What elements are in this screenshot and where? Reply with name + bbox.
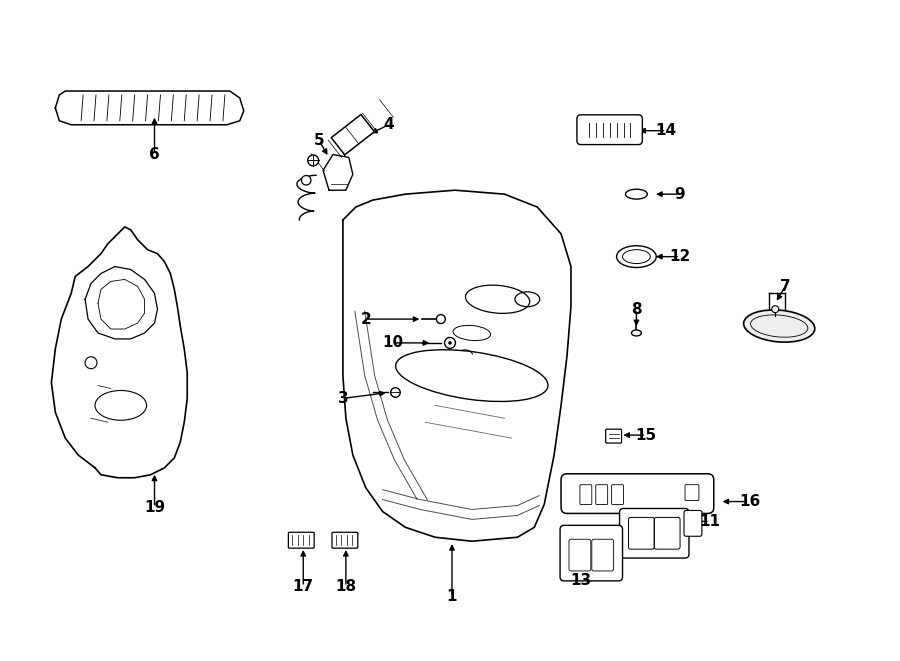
Text: 16: 16 xyxy=(739,494,760,509)
Text: 19: 19 xyxy=(144,500,165,515)
Polygon shape xyxy=(343,190,571,541)
Circle shape xyxy=(436,315,446,323)
Text: 5: 5 xyxy=(314,133,324,148)
FancyBboxPatch shape xyxy=(577,115,643,145)
Text: 8: 8 xyxy=(631,301,642,317)
Text: 2: 2 xyxy=(360,311,371,327)
Ellipse shape xyxy=(743,310,814,342)
FancyBboxPatch shape xyxy=(560,525,623,581)
Text: 12: 12 xyxy=(670,249,690,264)
FancyBboxPatch shape xyxy=(685,485,699,500)
Circle shape xyxy=(391,388,401,397)
Text: 1: 1 xyxy=(446,589,457,604)
FancyBboxPatch shape xyxy=(619,508,689,558)
Circle shape xyxy=(302,176,311,185)
Text: 3: 3 xyxy=(338,391,348,406)
Text: 7: 7 xyxy=(779,279,790,294)
Circle shape xyxy=(308,155,319,166)
Text: 4: 4 xyxy=(383,117,394,132)
Text: 6: 6 xyxy=(149,147,160,162)
Text: 11: 11 xyxy=(699,514,720,529)
Text: 9: 9 xyxy=(675,186,686,202)
Text: 10: 10 xyxy=(382,335,403,350)
Text: 18: 18 xyxy=(336,579,356,594)
Text: 15: 15 xyxy=(635,428,657,443)
Text: 14: 14 xyxy=(655,123,677,138)
Text: 17: 17 xyxy=(292,579,314,594)
Polygon shape xyxy=(331,114,374,155)
FancyBboxPatch shape xyxy=(684,510,702,536)
Polygon shape xyxy=(323,155,353,190)
FancyBboxPatch shape xyxy=(288,532,314,548)
FancyBboxPatch shape xyxy=(606,429,622,443)
Circle shape xyxy=(448,341,452,344)
FancyBboxPatch shape xyxy=(561,474,714,514)
Circle shape xyxy=(772,305,778,313)
Ellipse shape xyxy=(632,330,642,336)
Text: 13: 13 xyxy=(571,573,591,588)
Polygon shape xyxy=(51,227,187,478)
Polygon shape xyxy=(55,91,244,125)
Circle shape xyxy=(445,338,455,348)
FancyBboxPatch shape xyxy=(332,532,358,548)
